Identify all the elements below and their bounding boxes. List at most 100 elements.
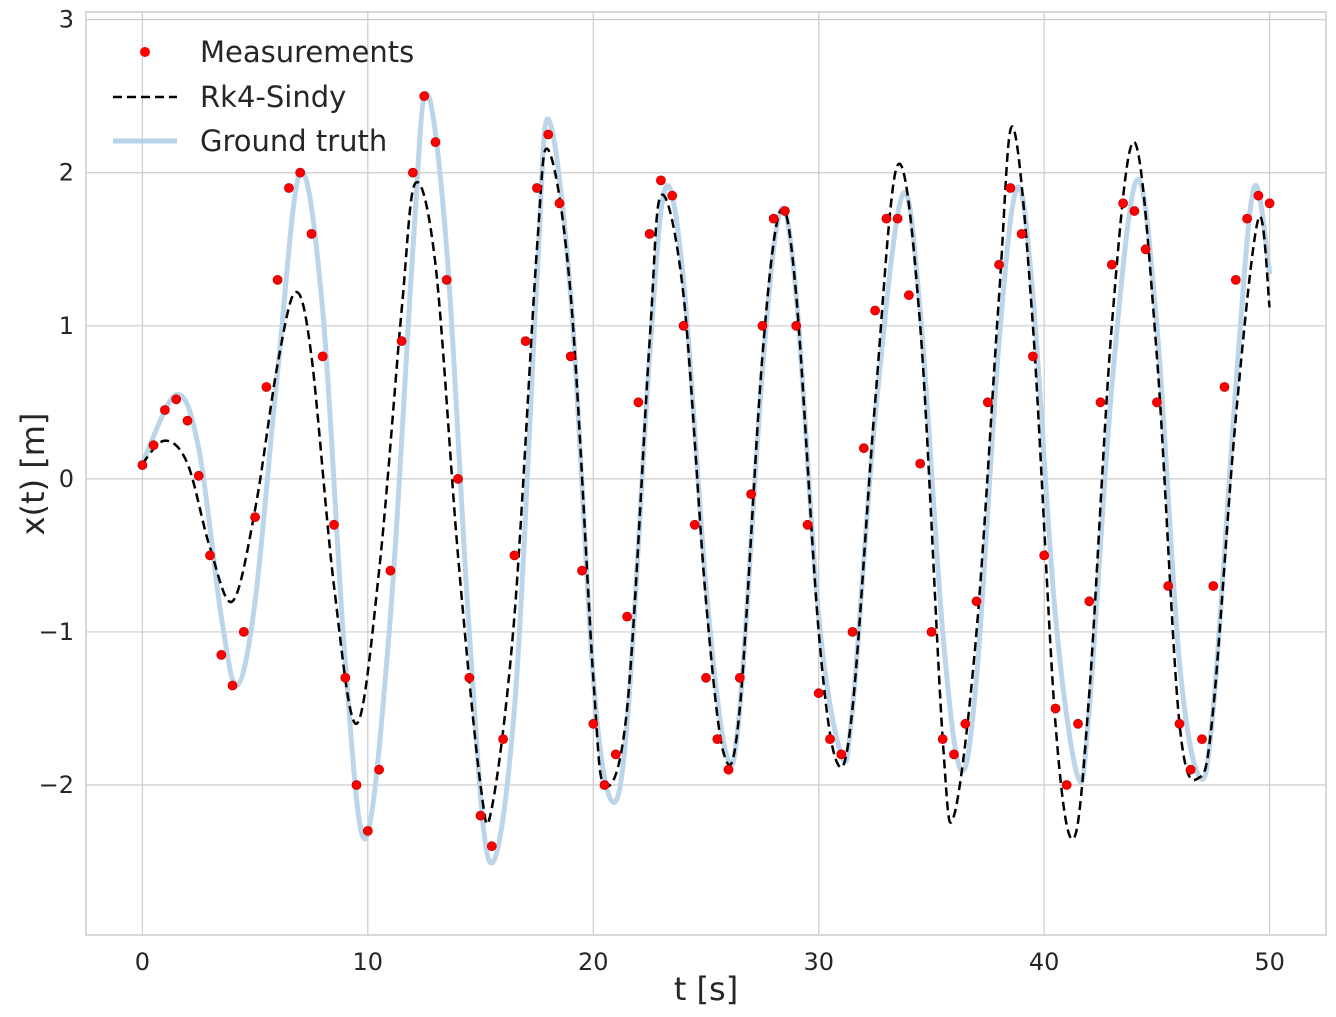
- x-tick-label: 10: [353, 948, 384, 976]
- measurement-point: [362, 826, 373, 836]
- measurement-point: [329, 519, 339, 530]
- measurement-point: [644, 228, 655, 239]
- legend-measurements-marker: [140, 47, 150, 57]
- measurement-point: [1084, 596, 1095, 607]
- measurement-point: [656, 175, 666, 186]
- measurement-point: [193, 470, 204, 481]
- measurement-point: [227, 680, 238, 691]
- measurement-point: [813, 688, 824, 699]
- measurement-point: [1095, 397, 1106, 408]
- legend-measurements-label: Measurements: [200, 35, 414, 69]
- measurement-point: [960, 718, 971, 729]
- measurement-point: [520, 336, 531, 347]
- measurement-point: [1264, 198, 1275, 209]
- measurement-point: [238, 627, 249, 637]
- y-tick-label: −1: [39, 618, 74, 646]
- measurement-point: [1016, 228, 1027, 239]
- measurement-point: [949, 749, 959, 760]
- measurement-point: [1050, 703, 1061, 714]
- measurement-point: [419, 91, 430, 102]
- measurement-point: [588, 718, 599, 729]
- measurement-point: [1163, 581, 1174, 591]
- measurement-point: [374, 764, 385, 775]
- measurement-point: [171, 394, 182, 405]
- measurement-point: [982, 397, 993, 408]
- y-tick-label: 3: [59, 6, 74, 34]
- tick-labels: 0 10 20 30 40 50 −2 −1 0 1 2 3: [39, 6, 1285, 976]
- x-tick-label: 30: [803, 948, 834, 976]
- legend-ground-truth-label: Ground truth: [200, 124, 387, 158]
- x-tick-label: 20: [578, 948, 609, 976]
- measurement-point: [385, 565, 396, 576]
- measurement-point: [858, 443, 869, 454]
- measurement-point: [475, 810, 486, 821]
- measurement-point: [1140, 244, 1151, 255]
- measurement-point: [937, 734, 948, 744]
- measurement-point: [622, 611, 632, 622]
- measurement-point: [205, 550, 215, 561]
- y-tick-label: −2: [39, 771, 74, 799]
- measurement-point: [1152, 397, 1162, 408]
- measurement-point: [870, 305, 880, 316]
- y-tick-label: 0: [59, 465, 74, 493]
- legend: Measurements Rk4-Sindy Ground truth: [113, 35, 414, 158]
- measurement-point: [1118, 198, 1128, 209]
- measurement-point: [295, 167, 306, 178]
- measurement-point: [1106, 259, 1117, 270]
- measurement-point: [1028, 351, 1038, 362]
- measurement-point: [351, 780, 362, 790]
- measurement-point: [1061, 780, 1072, 790]
- measurement-point: [137, 460, 148, 471]
- measurement-point: [1039, 550, 1050, 561]
- measurement-point: [734, 672, 745, 683]
- measurement-point: [148, 440, 159, 451]
- measurement-point: [780, 206, 790, 216]
- measurement-point: [610, 749, 621, 760]
- x-axis-label: t [s]: [674, 970, 738, 1008]
- measurement-point: [1242, 213, 1252, 224]
- measurement-point: [667, 190, 678, 201]
- measurement-point: [317, 351, 328, 362]
- measurement-point: [250, 512, 261, 522]
- measurement-point: [407, 167, 418, 178]
- measurement-point: [768, 213, 779, 224]
- measurement-point: [791, 320, 802, 331]
- measurement-point: [1230, 274, 1241, 285]
- measurement-point: [577, 565, 587, 576]
- plot-area: [85, 11, 1327, 936]
- measurement-point: [915, 458, 926, 469]
- measurement-point: [441, 274, 452, 285]
- measurement-point: [971, 596, 982, 607]
- measurement-point: [430, 137, 441, 148]
- measurement-point: [509, 550, 520, 561]
- measurement-point: [532, 183, 542, 193]
- y-tick-label: 2: [59, 159, 74, 187]
- y-tick-label: 1: [59, 312, 74, 340]
- measurements-points: [137, 91, 1275, 852]
- measurement-point: [464, 672, 475, 683]
- x-tick-label: 0: [135, 948, 150, 976]
- measurement-point: [1219, 382, 1230, 392]
- measurement-point: [881, 213, 892, 224]
- measurement-point: [746, 489, 756, 500]
- measurement-point: [306, 228, 317, 239]
- measurement-point: [757, 320, 768, 331]
- measurement-point: [543, 129, 554, 140]
- measurement-point: [1005, 183, 1016, 193]
- measurement-point: [453, 473, 463, 484]
- y-axis-label: x(t) [m]: [14, 413, 52, 536]
- measurement-point: [396, 336, 407, 347]
- measurement-point: [678, 320, 689, 331]
- rk4-sindy-line: [141, 125, 1271, 841]
- measurement-point: [904, 290, 914, 301]
- measurement-point: [1253, 190, 1264, 201]
- measurement-point: [847, 627, 858, 637]
- measurement-point: [689, 519, 700, 530]
- measurement-point: [486, 841, 497, 852]
- measurement-point: [836, 749, 847, 760]
- measurement-point: [565, 351, 576, 362]
- measurement-point: [1208, 581, 1219, 591]
- measurement-point: [272, 274, 283, 285]
- measurement-point: [182, 415, 193, 426]
